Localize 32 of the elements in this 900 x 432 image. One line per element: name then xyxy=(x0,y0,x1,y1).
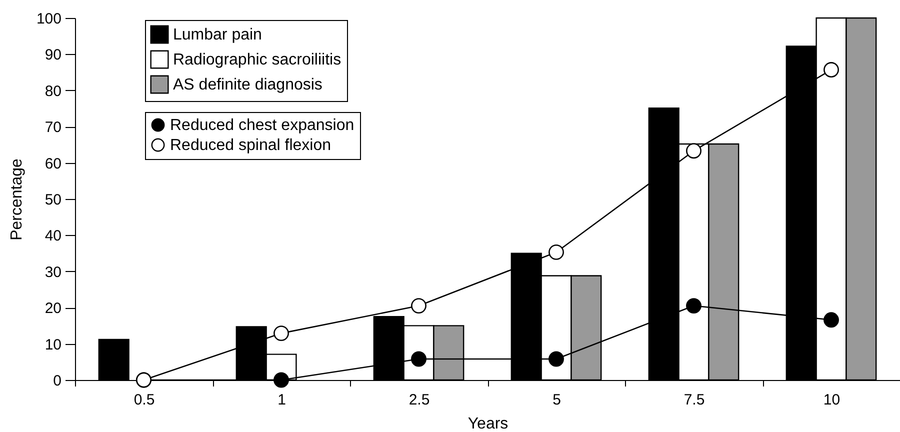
point xyxy=(548,244,564,260)
x-tick-label: 7.5 xyxy=(684,392,705,408)
point xyxy=(686,143,702,159)
x-tick-label: 1 xyxy=(278,392,286,408)
legend-label: AS definite diagnosis xyxy=(173,76,322,94)
x-tick-label: 2.5 xyxy=(408,392,430,408)
point xyxy=(274,372,289,388)
x-axis-title: Years xyxy=(468,416,508,432)
point xyxy=(548,351,564,367)
y-tick-label: 80 xyxy=(44,82,62,100)
point xyxy=(411,298,426,314)
y-axis-title: Percentage xyxy=(8,158,26,240)
x-tick-label: 10 xyxy=(823,392,840,408)
legend-label: Lumbar pain xyxy=(173,26,262,44)
legend-label: Reduced spinal flexion xyxy=(170,137,331,154)
y-tick-label: 90 xyxy=(44,46,62,64)
legend-label: Radiographic sacroiliitis xyxy=(173,52,342,68)
point xyxy=(686,298,702,314)
y-tick-label: 60 xyxy=(44,155,62,172)
y-tick-label: 70 xyxy=(44,119,62,136)
y-tick-label: 30 xyxy=(44,264,62,281)
y-tick-label: 40 xyxy=(44,228,62,245)
y-tick-label: 100 xyxy=(36,10,62,28)
point xyxy=(274,326,289,342)
x-tick-label: 5 xyxy=(552,392,561,408)
y-tick-label: 20 xyxy=(44,300,62,318)
y-tick-label: 0 xyxy=(53,372,62,390)
y-tick-label: 50 xyxy=(44,192,62,208)
y-tick-label: 10 xyxy=(44,336,62,354)
legend-label: Reduced chest expansion xyxy=(170,117,354,134)
point xyxy=(824,312,839,328)
x-tick-label: 0.5 xyxy=(134,392,155,408)
